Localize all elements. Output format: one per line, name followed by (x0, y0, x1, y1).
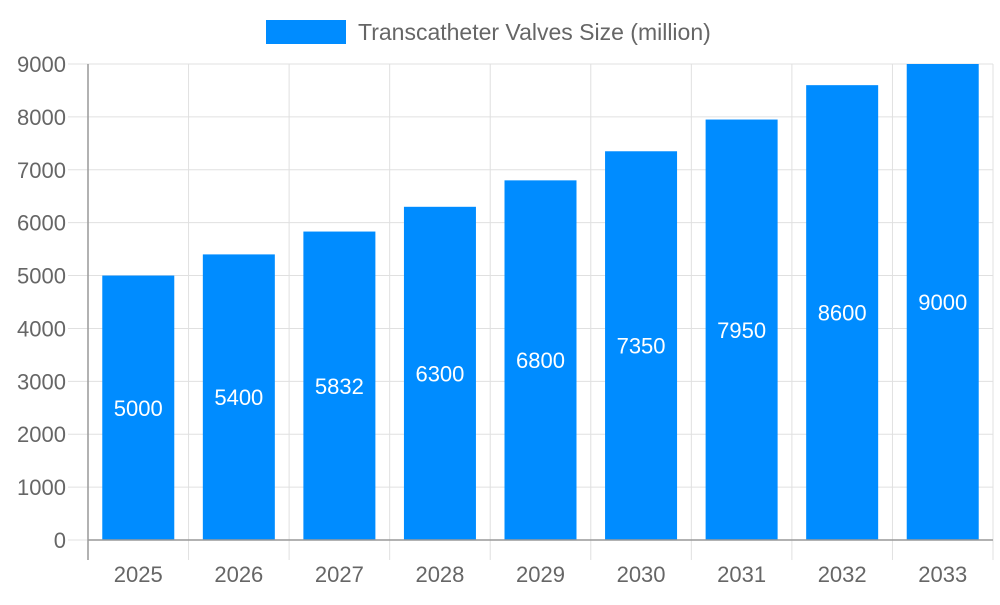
legend[interactable]: Transcatheter Valves Size (million) (266, 19, 711, 45)
bar (303, 231, 376, 540)
data-label: 6800 (516, 348, 565, 373)
data-label: 8600 (818, 301, 867, 326)
data-label: 7350 (617, 334, 666, 359)
y-tick-label: 1000 (17, 475, 66, 500)
y-tick-label: 0 (54, 528, 66, 553)
y-tick-label: 5000 (17, 264, 66, 289)
legend-swatch (266, 20, 346, 44)
bars: 5000 5400 5832 6300 6800 7350 7950 8600 9000 (102, 64, 979, 541)
bar (806, 85, 879, 541)
y-tick-label: 6000 (17, 211, 66, 236)
x-tick-label: 2030 (617, 562, 666, 587)
legend-label: Transcatheter Valves Size (million) (358, 19, 711, 45)
y-tick-label: 4000 (17, 316, 66, 341)
bar (705, 119, 778, 541)
x-tick-label: 2028 (415, 562, 464, 587)
data-label: 7950 (717, 318, 766, 343)
data-label: 5400 (214, 385, 263, 410)
data-label: 9000 (918, 290, 967, 315)
bar (403, 206, 476, 541)
data-label: 5000 (114, 396, 163, 421)
y-tick-label: 9000 (17, 52, 66, 77)
x-tick-label: 2026 (214, 562, 263, 587)
bar (906, 64, 979, 540)
data-label: 6300 (415, 361, 464, 386)
bar (102, 275, 175, 540)
y-tick-label: 8000 (17, 105, 66, 130)
y-tick-label: 3000 (17, 369, 66, 394)
x-tick-label: 2031 (717, 562, 766, 587)
x-tick-label: 2032 (818, 562, 867, 587)
axes: 0 1000 2000 3000 4000 5000 6000 7000 8000 9000 202… (17, 52, 993, 587)
bar (504, 180, 577, 540)
y-tick-label: 7000 (17, 158, 66, 183)
x-tick-label: 2029 (516, 562, 565, 587)
data-label: 5832 (315, 374, 364, 399)
x-tick-label: 2027 (315, 562, 364, 587)
x-tick-label: 2033 (918, 562, 967, 587)
x-tick-label: 2025 (114, 562, 163, 587)
bar (605, 151, 678, 540)
y-tick-label: 2000 (17, 422, 66, 447)
bar (202, 254, 275, 540)
